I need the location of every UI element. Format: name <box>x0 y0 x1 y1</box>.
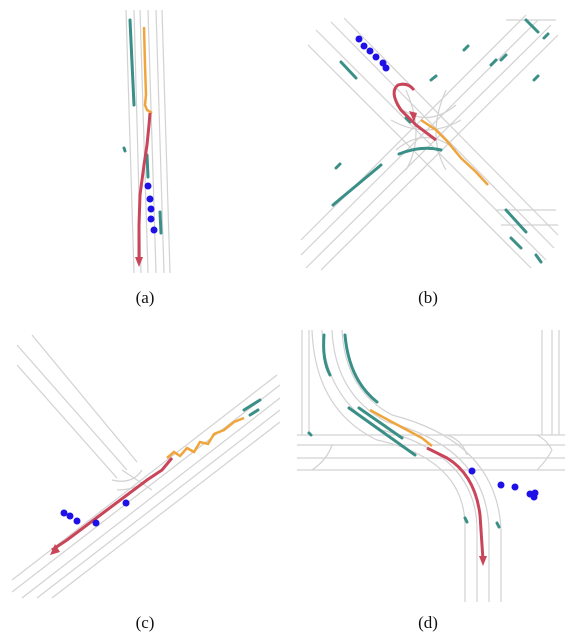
panel-c <box>12 330 282 600</box>
caption-b: (b) <box>418 288 438 307</box>
road-lanes <box>297 330 565 602</box>
agent-tracks <box>307 333 501 529</box>
road-lanes <box>12 334 281 599</box>
agent-tracks <box>122 18 163 235</box>
panel-b-scene <box>300 14 559 271</box>
panel-d <box>297 330 565 602</box>
predicted-path <box>426 446 485 561</box>
predicted-path <box>137 112 152 260</box>
predicted-path-arrowhead <box>409 111 417 122</box>
history-path <box>369 408 433 447</box>
panel-a <box>100 5 190 275</box>
predicted-path-arrowhead <box>135 257 143 267</box>
caption-c: (c) <box>135 613 155 632</box>
caption-a: (a) <box>135 288 155 307</box>
pedestrians <box>144 182 158 234</box>
predicted-path <box>51 457 174 552</box>
panel-c-scene <box>12 334 281 599</box>
history-path <box>166 416 245 459</box>
predicted-path <box>392 82 437 142</box>
history-path <box>142 26 153 115</box>
agent-tracks <box>242 398 262 417</box>
road-lanes <box>300 14 559 271</box>
caption-d: (d) <box>418 613 438 632</box>
panel-d-scene <box>297 330 565 602</box>
panel-a-scene <box>122 9 171 274</box>
panel-b <box>296 10 561 272</box>
agent-tracks <box>331 18 550 264</box>
pedestrians <box>355 35 390 72</box>
predicted-path-arrowhead <box>50 544 60 555</box>
predicted-path-arrowhead <box>479 556 487 566</box>
history-path <box>420 118 489 186</box>
pedestrians <box>468 467 539 501</box>
road-lanes <box>125 9 171 274</box>
pedestrians <box>60 499 130 527</box>
